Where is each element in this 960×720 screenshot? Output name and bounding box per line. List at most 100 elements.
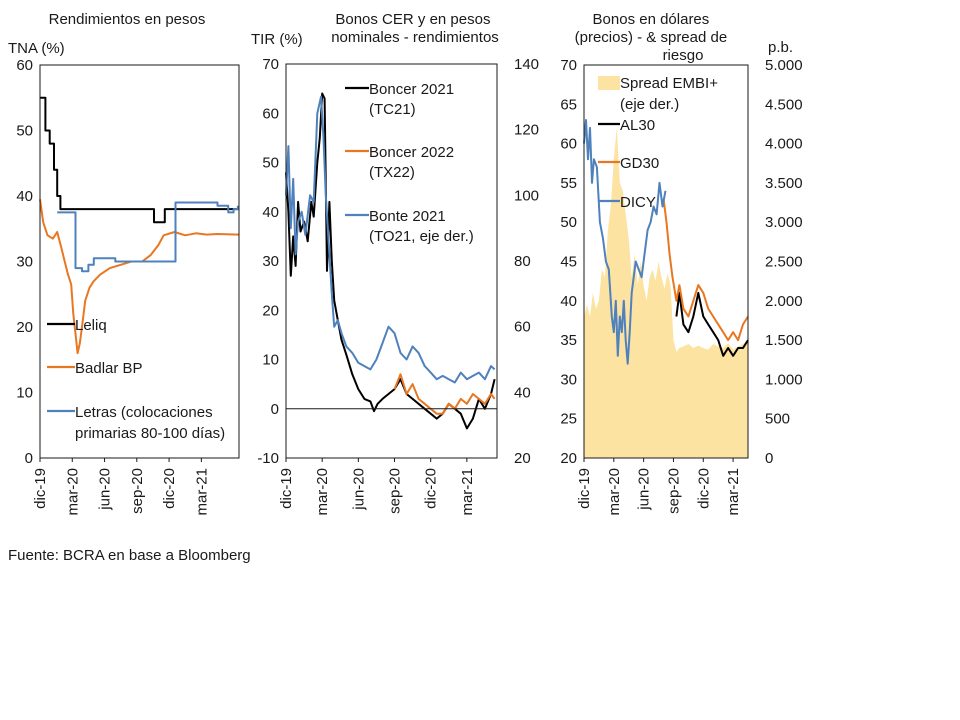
y-tick-label: 0 bbox=[25, 450, 33, 467]
y-tick-label: 55 bbox=[560, 175, 577, 192]
y-tick-label: 50 bbox=[262, 155, 279, 172]
y2-tick-label: 80 bbox=[514, 253, 531, 270]
series-group bbox=[583, 119, 749, 459]
x-tick-label: jun-20 bbox=[97, 468, 114, 511]
legend-label-leliq: Leliq bbox=[75, 317, 107, 334]
x-tick-label: sep-20 bbox=[387, 468, 404, 514]
legend-label-letras: Letras (colocaciones primarias 80-100 dí… bbox=[75, 404, 225, 442]
legend-label-tx22-line1: Boncer 2022 bbox=[369, 144, 454, 161]
chart-title: Bonos en dólares (precios) - & spread de… bbox=[575, 11, 732, 64]
panel-bonos-en-dolares: Bonos en dólares (precios) - & spread de… bbox=[560, 11, 802, 516]
y2-tick-label: 140 bbox=[514, 56, 539, 73]
legend-label-tc21: Boncer 2021 (TC21) bbox=[369, 81, 458, 118]
y-tick-label: 30 bbox=[262, 253, 279, 270]
x-tick-label: dic-19 bbox=[576, 468, 593, 509]
x-tick-label: mar-21 bbox=[193, 468, 210, 516]
y2-tick-label: 1.500 bbox=[765, 332, 803, 349]
y-tick-label: 50 bbox=[16, 123, 33, 140]
y2-tick-label: 60 bbox=[514, 319, 531, 336]
legend-label-tx22-line2: (TX22) bbox=[369, 164, 415, 181]
chart-title-line2: nominales - rendimientos bbox=[331, 29, 499, 46]
chart-title: Bonos CER y en pesos nominales - rendimi… bbox=[331, 11, 499, 46]
legend: Boncer 2021 (TC21) Boncer 2022 (TX22) Bo… bbox=[345, 81, 474, 245]
plot-frame bbox=[285, 63, 498, 459]
legend: Leliq Badlar BP Letras (colocaciones pri… bbox=[47, 317, 225, 442]
y-axis-label: TIR (%) bbox=[251, 31, 303, 48]
legend-label-dicy: DICY bbox=[620, 194, 656, 211]
y2-tick-label: 120 bbox=[514, 122, 539, 139]
y2-tick-label: 40 bbox=[514, 384, 531, 401]
y-tick-label: 10 bbox=[16, 385, 33, 402]
plot-frame bbox=[39, 64, 240, 459]
legend-label-badlar: Badlar BP bbox=[75, 360, 143, 377]
y2-tick-label: 500 bbox=[765, 411, 790, 428]
y-tick-label: -10 bbox=[257, 450, 279, 467]
y-axis-ticks: -10 0 10 20 30 40 50 60 70 bbox=[257, 56, 279, 467]
y2-tick-label: 100 bbox=[514, 187, 539, 204]
legend-label-tc21-line1: Boncer 2021 bbox=[369, 81, 454, 98]
y-tick-label: 25 bbox=[560, 411, 577, 428]
y2-axis-ticks: 20 40 60 80 100 120 140 bbox=[514, 56, 539, 467]
legend-label-to21: Bonte 2021 (TO21, eje der.) bbox=[369, 208, 474, 245]
x-tick-label: mar-20 bbox=[314, 468, 331, 516]
series-line-leliq bbox=[40, 96, 239, 224]
y2-tick-label: 0 bbox=[765, 450, 773, 467]
legend-label-embi-axis: (eje der.) bbox=[620, 96, 679, 113]
y-tick-label: 40 bbox=[16, 188, 33, 205]
legend-label-letras-line2: primarias 80-100 días) bbox=[75, 425, 225, 442]
chart-title-line2: (precios) - & spread de bbox=[575, 29, 728, 46]
y-tick-label: 0 bbox=[271, 401, 279, 418]
x-tick-label: mar-21 bbox=[459, 468, 476, 516]
y2-axis-label: p.b. bbox=[768, 39, 793, 56]
panel-bonos-cer: Bonos CER y en pesos nominales - rendimi… bbox=[251, 11, 539, 516]
y-axis-ticks: 20 25 30 35 40 45 50 55 60 65 70 bbox=[560, 57, 577, 467]
y2-tick-label: 3.000 bbox=[765, 214, 803, 231]
legend: Spread EMBI+ (eje der.) AL30 GD30 DICY bbox=[598, 75, 718, 211]
y-tick-label: 70 bbox=[262, 56, 279, 73]
legend-label-al30: AL30 bbox=[620, 117, 655, 134]
x-tick-label: dic-19 bbox=[278, 468, 295, 509]
series-line-letras-colocaciones-primarias-80-100-d-as bbox=[57, 201, 239, 273]
x-tick-label: mar-20 bbox=[64, 468, 81, 516]
series-area-spread-embi-eje-der bbox=[584, 127, 748, 459]
y2-tick-label: 5.000 bbox=[765, 57, 803, 74]
legend-label-tc21-line2: (TC21) bbox=[369, 101, 416, 118]
x-axis-ticks: dic-19 mar-20 jun-20 sep-20 dic-20 mar-21 bbox=[32, 458, 210, 516]
y-tick-label: 60 bbox=[560, 136, 577, 153]
y2-axis-ticks: 0 500 1.000 1.500 2.000 2.500 3.000 3.500 4.000 4… bbox=[765, 57, 803, 467]
y-tick-label: 70 bbox=[560, 57, 577, 74]
y2-tick-label: 1.000 bbox=[765, 371, 803, 388]
y-tick-label: 40 bbox=[262, 204, 279, 221]
y2-tick-label: 4.500 bbox=[765, 96, 803, 113]
y-tick-label: 60 bbox=[16, 57, 33, 74]
y-tick-label: 60 bbox=[262, 105, 279, 122]
x-axis-ticks: dic-19 mar-20 jun-20 sep-20 dic-20 mar-21 bbox=[576, 458, 742, 516]
y2-tick-label: 3.500 bbox=[765, 175, 803, 192]
legend-label-to21-line2: (TO21, eje der.) bbox=[369, 228, 474, 245]
y-axis-ticks: 0 10 20 30 40 50 60 bbox=[16, 57, 33, 467]
x-tick-label: dic-19 bbox=[32, 468, 49, 509]
y-tick-label: 35 bbox=[560, 332, 577, 349]
series-line-badlar-bp bbox=[39, 199, 240, 355]
y-tick-label: 10 bbox=[262, 352, 279, 369]
y-tick-label: 45 bbox=[560, 254, 577, 271]
y-tick-label: 30 bbox=[16, 254, 33, 271]
series-line-boncer-2022-tx22 bbox=[393, 373, 496, 415]
x-tick-label: mar-20 bbox=[606, 468, 623, 516]
y2-tick-label: 20 bbox=[514, 450, 531, 467]
y2-tick-label: 4.000 bbox=[765, 136, 803, 153]
x-tick-label: mar-21 bbox=[725, 468, 742, 516]
legend-label-letras-line1: Letras (colocaciones bbox=[75, 404, 213, 421]
series-line-dicy bbox=[583, 119, 667, 365]
series-line-gd30 bbox=[662, 198, 749, 342]
chart-title-line1: Bonos en dólares bbox=[593, 11, 710, 28]
y-tick-label: 65 bbox=[560, 96, 577, 113]
y2-tick-label: 2.500 bbox=[765, 254, 803, 271]
y-tick-label: 20 bbox=[560, 450, 577, 467]
chart-title: Rendimientos en pesos bbox=[49, 11, 206, 28]
chart-title-line3: riesgo bbox=[663, 47, 704, 64]
legend-label-embi: Spread EMBI+ bbox=[620, 75, 718, 92]
chart-title-line1: Bonos CER y en pesos bbox=[335, 11, 490, 28]
x-tick-label: dic-20 bbox=[423, 468, 440, 509]
